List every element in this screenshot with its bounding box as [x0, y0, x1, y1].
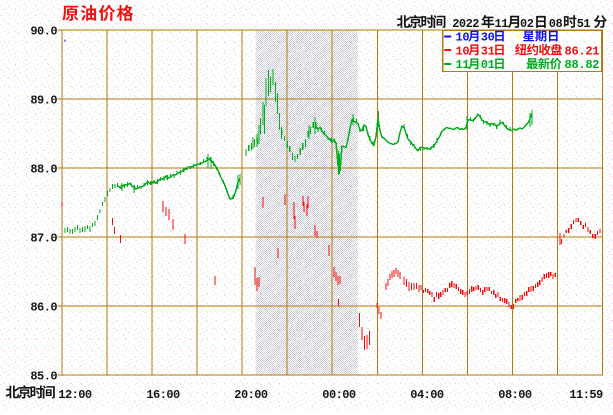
svg-text:90.0: 90.0 — [30, 24, 57, 38]
svg-text:12:00: 12:00 — [58, 388, 92, 402]
svg-text:2022: 2022 — [452, 17, 479, 31]
svg-text:01: 01 — [481, 58, 495, 72]
svg-text:20:00: 20:00 — [234, 388, 268, 402]
svg-text:11: 11 — [456, 58, 470, 72]
svg-text:10: 10 — [456, 31, 470, 45]
svg-text:16:00: 16:00 — [146, 388, 180, 402]
svg-text:10: 10 — [456, 44, 470, 58]
svg-text:51: 51 — [577, 17, 591, 31]
svg-text:08:00: 08:00 — [498, 388, 532, 402]
svg-text:02: 02 — [520, 17, 534, 31]
svg-text:11:59: 11:59 — [569, 388, 603, 402]
svg-text:04:00: 04:00 — [410, 388, 444, 402]
svg-text:88.0: 88.0 — [30, 162, 57, 176]
svg-text:89.0: 89.0 — [30, 93, 57, 107]
svg-text:08: 08 — [549, 17, 563, 31]
svg-text:87.0: 87.0 — [30, 231, 57, 245]
svg-text:85.0: 85.0 — [30, 369, 57, 383]
svg-text:86.0: 86.0 — [30, 300, 57, 314]
svg-text:86.21: 86.21 — [565, 44, 600, 58]
svg-text:00:00: 00:00 — [322, 388, 356, 402]
svg-text:88.82: 88.82 — [565, 58, 600, 72]
svg-text:31: 31 — [481, 44, 495, 58]
svg-text:11: 11 — [495, 17, 509, 31]
svg-text:30: 30 — [481, 31, 495, 45]
